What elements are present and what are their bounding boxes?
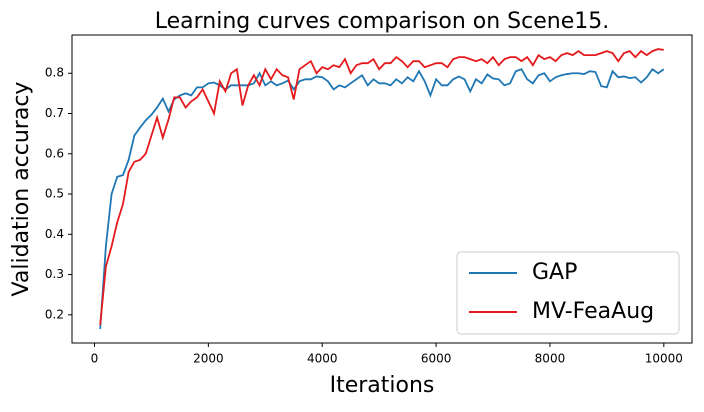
x-tick-label: 4000 <box>307 352 338 366</box>
y-tick-label: 0.6 <box>45 146 64 160</box>
x-tick-label: 10000 <box>645 352 683 366</box>
x-axis-label: Iterations <box>330 373 435 398</box>
x-tick-label: 2000 <box>193 352 224 366</box>
x-tick-label: 6000 <box>421 352 452 366</box>
legend-label: MV-FeaAug <box>532 299 654 324</box>
y-tick-label: 0.8 <box>45 66 64 80</box>
plot-frame <box>71 34 693 344</box>
series-line <box>99 67 665 329</box>
x-tick-label: 8000 <box>535 352 566 366</box>
y-tick-label: 0.3 <box>45 267 64 281</box>
y-axis-label: Validation accuracy <box>9 82 34 297</box>
y-tick-label: 0.2 <box>45 307 64 321</box>
legend-label: GAP <box>532 260 577 285</box>
chart-title: Learning curves comparison on Scene15. <box>155 9 610 34</box>
y-tick-label: 0.4 <box>45 227 64 241</box>
y-tick-label: 0.5 <box>45 187 64 201</box>
y-tick-label: 0.7 <box>45 106 64 120</box>
series-line <box>99 48 664 325</box>
x-tick-label: 0 <box>91 352 99 366</box>
